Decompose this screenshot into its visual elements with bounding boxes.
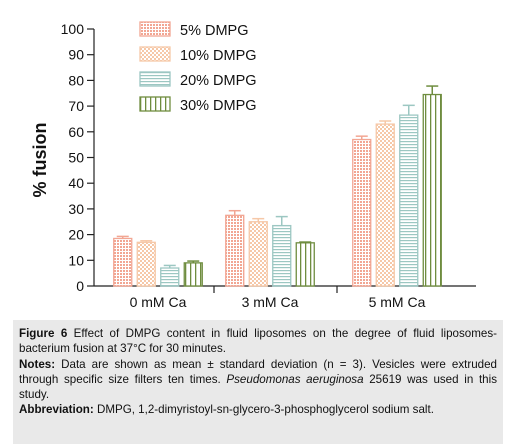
bar <box>183 262 203 287</box>
x-category-label: 0 mM Ca <box>130 294 187 310</box>
figure-caption: Figure 6 Effect of DMPG content in fluid… <box>13 320 503 444</box>
legend-swatch <box>139 71 171 87</box>
x-category-label: 5 mM Ca <box>369 294 426 310</box>
notes-italic: Pseudomonas aeruginosa <box>226 372 364 386</box>
bar <box>248 221 268 287</box>
figure-notes: Notes: Data are shown as mean ± standard… <box>19 357 497 403</box>
figure-text: Effect of DMPG content in fluid liposome… <box>19 327 497 356</box>
bar <box>375 123 395 287</box>
abbrev-text: DMPG, 1,2-dimyristoyl-sn-glycero-3-phosp… <box>93 403 434 417</box>
y-axis-label: % fusion <box>30 123 50 198</box>
y-tick-label: 10 <box>68 252 84 268</box>
y-tick-label: 0 <box>76 278 84 294</box>
y-tick-label: 80 <box>68 72 84 88</box>
bar <box>352 138 372 287</box>
axes: 0 10 20 30 40 50 60 70 80 90 100 0 mM Ca 3 mM Ca 5 mM… <box>61 21 476 310</box>
figure-caption-main: Figure 6 Effect of DMPG content in fluid… <box>19 326 497 357</box>
legend-swatch <box>139 21 171 37</box>
legend-label: 30% DMPG <box>180 98 257 114</box>
bar <box>113 237 133 287</box>
bar <box>295 242 315 287</box>
bar <box>272 224 292 287</box>
figure-label: Figure 6 <box>19 327 68 340</box>
y-tick-label: 100 <box>61 21 85 37</box>
y-tick-label: 40 <box>68 175 84 191</box>
y-tick-label: 60 <box>68 124 84 140</box>
y-tick-label: 50 <box>68 150 84 166</box>
legend-label: 5% DMPG <box>180 23 249 39</box>
y-tick-label: 70 <box>68 98 84 114</box>
bars <box>113 85 442 287</box>
y-tick-label: 20 <box>68 227 84 243</box>
bar <box>422 93 442 287</box>
legend-swatch <box>139 46 171 62</box>
bar <box>136 241 156 287</box>
bar <box>399 114 419 287</box>
legend: 5% DMPG 10% DMPG 20% DMPG 30% DMPG <box>139 21 257 114</box>
notes-label: Notes: <box>19 357 56 371</box>
bar <box>160 267 180 287</box>
legend-swatch <box>139 96 171 112</box>
bar <box>225 214 245 287</box>
y-tick-label: 30 <box>68 201 84 217</box>
abbrev-label: Abbreviation: <box>19 403 94 417</box>
legend-label: 20% DMPG <box>180 73 257 89</box>
bar-chart: % fusion 0 10 20 30 40 50 60 70 80 90 100 0 mM Ca 3 … <box>30 21 476 310</box>
legend-label: 10% DMPG <box>180 48 257 64</box>
notes-text-2: 25619 was used in this study. <box>19 372 497 402</box>
y-tick-label: 90 <box>68 47 84 63</box>
figure-abbreviation: Abbreviation: DMPG, 1,2-dimyristoyl-sn-g… <box>19 402 497 417</box>
notes-text-1: Data are shown as mean ± standard deviat… <box>19 357 497 386</box>
x-category-label: 3 mM Ca <box>242 294 299 310</box>
